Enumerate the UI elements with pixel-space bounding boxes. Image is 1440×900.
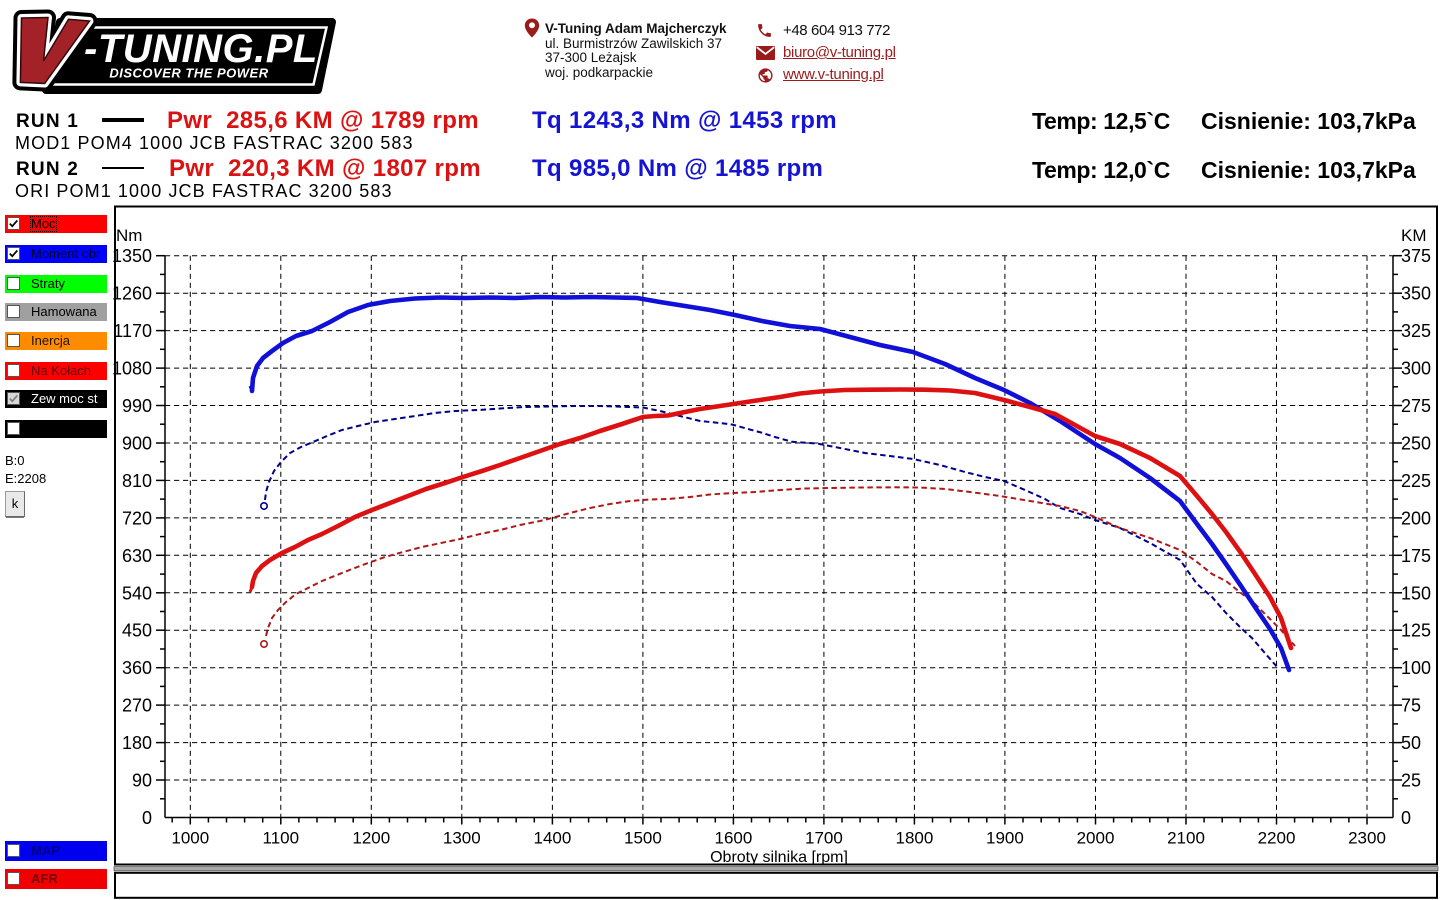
- svg-text:375: 375: [1401, 246, 1431, 266]
- svg-text:DISCOVER THE POWER: DISCOVER THE POWER: [109, 66, 268, 81]
- svg-text:150: 150: [1401, 583, 1431, 603]
- svg-text:0: 0: [1401, 808, 1411, 828]
- svg-text:325: 325: [1401, 321, 1431, 341]
- svg-text:2200: 2200: [1258, 829, 1296, 848]
- svg-text:1080: 1080: [112, 359, 152, 379]
- svg-text:0: 0: [142, 808, 152, 828]
- svg-text:75: 75: [1401, 696, 1421, 716]
- svg-text:1000: 1000: [171, 829, 209, 848]
- svg-text:1500: 1500: [624, 829, 662, 848]
- svg-text:275: 275: [1401, 396, 1431, 416]
- svg-text:KM: KM: [1401, 226, 1427, 245]
- svg-text:900: 900: [122, 434, 152, 454]
- svg-text:200: 200: [1401, 508, 1431, 528]
- svg-text:175: 175: [1401, 546, 1431, 566]
- svg-text:1200: 1200: [352, 829, 390, 848]
- svg-text:1350: 1350: [112, 246, 152, 266]
- svg-text:300: 300: [1401, 359, 1431, 379]
- svg-text:250: 250: [1401, 434, 1431, 454]
- svg-text:1170: 1170: [113, 321, 152, 341]
- svg-text:270: 270: [122, 696, 152, 716]
- svg-text:360: 360: [122, 658, 152, 678]
- svg-text:225: 225: [1401, 471, 1431, 491]
- svg-text:990: 990: [122, 396, 152, 416]
- svg-text:2000: 2000: [1077, 829, 1115, 848]
- svg-text:1400: 1400: [533, 829, 571, 848]
- svg-text:100: 100: [1401, 658, 1431, 678]
- svg-text:540: 540: [122, 583, 152, 603]
- svg-text:1700: 1700: [805, 829, 843, 848]
- svg-text:2300: 2300: [1348, 829, 1386, 848]
- svg-text:450: 450: [122, 621, 152, 641]
- svg-text:90: 90: [132, 771, 152, 791]
- svg-text:180: 180: [122, 733, 152, 753]
- svg-text:Nm: Nm: [116, 226, 142, 245]
- svg-text:-TUNING.PL: -TUNING.PL: [84, 27, 318, 71]
- svg-text:Obroty silnika [rpm]: Obroty silnika [rpm]: [710, 849, 848, 866]
- svg-text:2100: 2100: [1167, 829, 1205, 848]
- svg-text:50: 50: [1401, 733, 1421, 753]
- svg-text:810: 810: [122, 471, 152, 491]
- svg-text:1100: 1100: [263, 829, 300, 848]
- svg-text:1800: 1800: [895, 829, 933, 848]
- svg-text:350: 350: [1401, 284, 1431, 304]
- svg-text:1300: 1300: [443, 829, 481, 848]
- svg-text:125: 125: [1401, 621, 1431, 641]
- svg-text:1900: 1900: [986, 829, 1024, 848]
- svg-text:630: 630: [122, 546, 152, 566]
- svg-text:25: 25: [1401, 771, 1421, 791]
- svg-text:720: 720: [122, 508, 152, 528]
- svg-text:1600: 1600: [714, 829, 752, 848]
- svg-text:1260: 1260: [112, 284, 152, 304]
